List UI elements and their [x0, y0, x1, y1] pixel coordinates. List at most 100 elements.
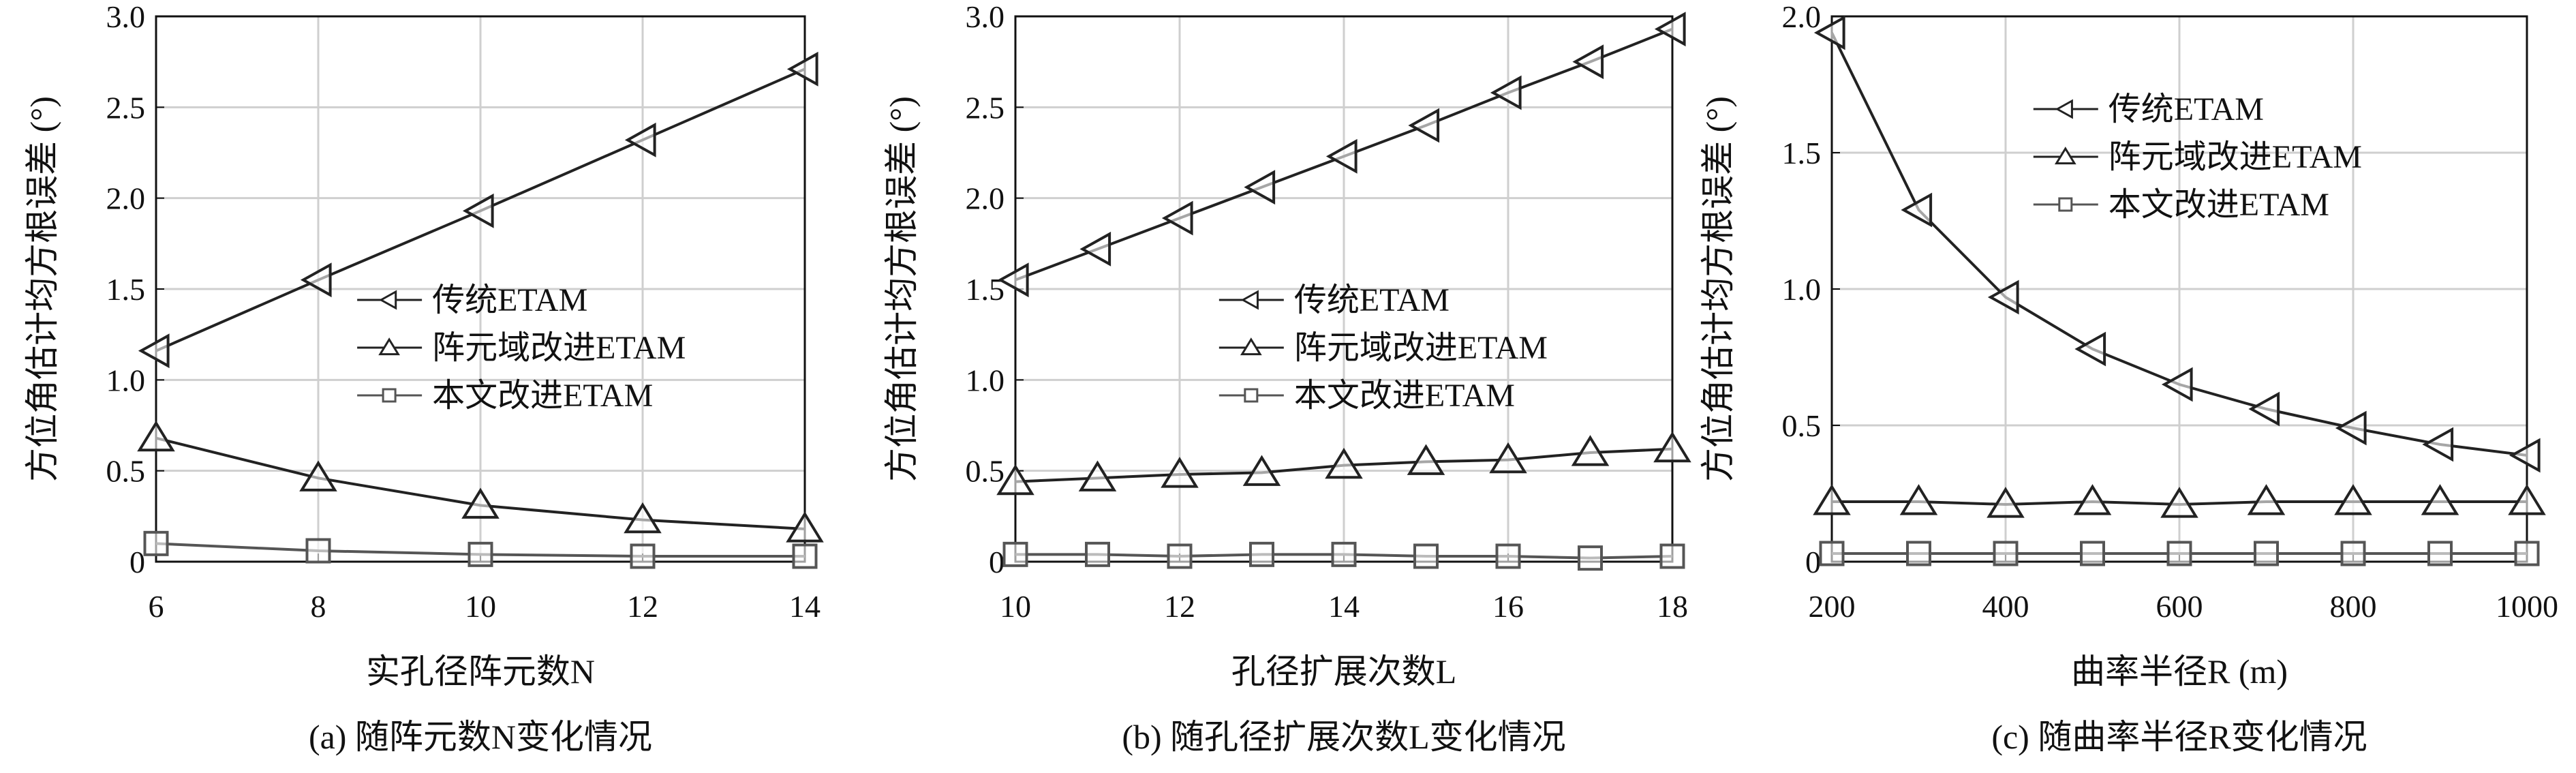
marker: [305, 538, 331, 564]
x-axis-label: 实孔径阵元数N: [366, 652, 595, 691]
x-tick-label: 8: [311, 589, 326, 624]
marker: [996, 464, 1034, 496]
y-axis-label: 方位角估计均方根误差 (°): [883, 96, 921, 482]
x-tick-label: 400: [1982, 589, 2029, 624]
marker: [1490, 75, 1522, 110]
marker: [1899, 484, 1938, 515]
marker: [1085, 541, 1110, 567]
x-tick-label: 14: [789, 589, 821, 624]
chart-panel: 200 400 600 800 1000 0 0.5 1.0 1.5 2.0 传统ETAM 阵元域改进…: [1699, 0, 2558, 756]
y-tick-label: 2.0: [1782, 0, 1822, 34]
y-tick-label: 0.5: [106, 454, 146, 489]
marker: [1078, 460, 1117, 491]
marker: [1571, 435, 1610, 466]
marker: [1240, 337, 1262, 356]
marker: [1407, 444, 1445, 475]
marker: [1002, 541, 1028, 567]
marker: [2340, 541, 2366, 566]
legend-label: 传统ETAM: [1294, 282, 1450, 318]
marker: [1495, 543, 1521, 569]
marker: [2080, 541, 2105, 566]
marker: [1244, 388, 1259, 403]
marker: [2074, 331, 2106, 367]
x-tick-label: 16: [1492, 589, 1524, 624]
marker: [1408, 108, 1440, 143]
x-tick-label: 200: [1809, 589, 1856, 624]
y-tick-label: 0: [989, 545, 1005, 579]
x-tick-label: 10: [465, 589, 496, 624]
marker: [624, 502, 662, 534]
legend-label: 本文改进ETAM: [432, 378, 653, 414]
marker: [1813, 15, 1845, 50]
marker: [2421, 484, 2459, 515]
x-axis-label: 孔径扩展次数L: [1231, 652, 1457, 691]
marker: [1240, 290, 1259, 310]
marker: [1242, 455, 1281, 486]
marker: [792, 543, 818, 569]
y-tick-label: 1.0: [966, 363, 1005, 397]
x-tick-label: 12: [627, 589, 658, 624]
marker: [1161, 457, 1199, 488]
y-tick-label: 2.5: [966, 90, 1005, 125]
marker: [1325, 138, 1358, 174]
chart-panel: 10 12 14 16 18 0 0.5 1.0 1.5 2.0 2.5 3.0 传统ETAM 阵元域改进…: [883, 0, 1691, 756]
y-tick-label: 3.0: [106, 0, 146, 34]
legend: 传统ETAM 阵元域改进ETAM 本文改进ETAM: [1218, 282, 1548, 414]
marker: [1413, 543, 1439, 569]
legend: 传统ETAM 阵元域改进ETAM 本文改进ETAM: [2033, 91, 2362, 223]
marker: [382, 388, 397, 403]
marker: [461, 487, 500, 519]
marker: [138, 333, 170, 369]
marker: [1993, 541, 2019, 566]
marker: [1906, 541, 1931, 566]
marker: [2166, 541, 2192, 566]
marker: [2254, 541, 2279, 566]
marker: [630, 543, 656, 569]
marker: [300, 262, 332, 298]
y-tick-label: 3.0: [966, 0, 1005, 34]
y-axis-label: 方位角估计均方根误差 (°): [23, 96, 61, 482]
marker: [1654, 12, 1686, 47]
y-tick-label: 2.0: [106, 181, 146, 216]
marker: [462, 193, 494, 228]
x-tick-label: 600: [2156, 589, 2203, 624]
y-tick-label: 1.5: [1782, 136, 1822, 170]
marker: [786, 511, 824, 543]
marker: [2247, 484, 2286, 515]
y-tick-label: 1.0: [1782, 272, 1822, 307]
marker: [1572, 44, 1604, 80]
marker: [786, 51, 818, 87]
x-tick-label: 1000: [2496, 589, 2558, 624]
marker: [143, 530, 169, 556]
caption: (a) 随阵元数N变化情况: [309, 718, 652, 756]
y-tick-label: 1.5: [966, 272, 1005, 307]
marker: [2058, 197, 2073, 212]
x-tick-label: 12: [1164, 589, 1195, 624]
x-tick-label: 800: [2330, 589, 2377, 624]
marker: [1813, 484, 1851, 515]
legend-label: 阵元域改进ETAM: [432, 330, 686, 366]
marker: [137, 420, 175, 452]
y-axis-label: 方位角估计均方根误差 (°): [1699, 96, 1737, 482]
marker: [2073, 484, 2112, 515]
legend-label: 传统ETAM: [432, 282, 587, 318]
marker: [2248, 391, 2280, 427]
marker: [1901, 192, 1933, 228]
x-tick-label: 14: [1328, 589, 1360, 624]
marker: [2054, 147, 2076, 165]
y-tick-label: 1.0: [106, 363, 146, 397]
marker: [1819, 541, 1845, 566]
marker: [1249, 541, 1274, 567]
chart-panel: 6 8 10 12 14 0 0.5 1.0 1.5 2.0 2.5 3.0 传统ETAM 阵元域改进ET…: [23, 0, 824, 756]
marker: [2427, 541, 2453, 566]
marker: [2161, 367, 2193, 402]
marker: [624, 122, 656, 157]
marker: [2422, 427, 2454, 462]
marker: [2335, 410, 2367, 446]
marker: [2514, 541, 2540, 566]
marker: [2055, 99, 2073, 119]
marker: [1489, 442, 1527, 474]
marker: [467, 541, 493, 567]
x-tick-label: 10: [1000, 589, 1031, 624]
y-tick-label: 2.5: [106, 90, 146, 125]
